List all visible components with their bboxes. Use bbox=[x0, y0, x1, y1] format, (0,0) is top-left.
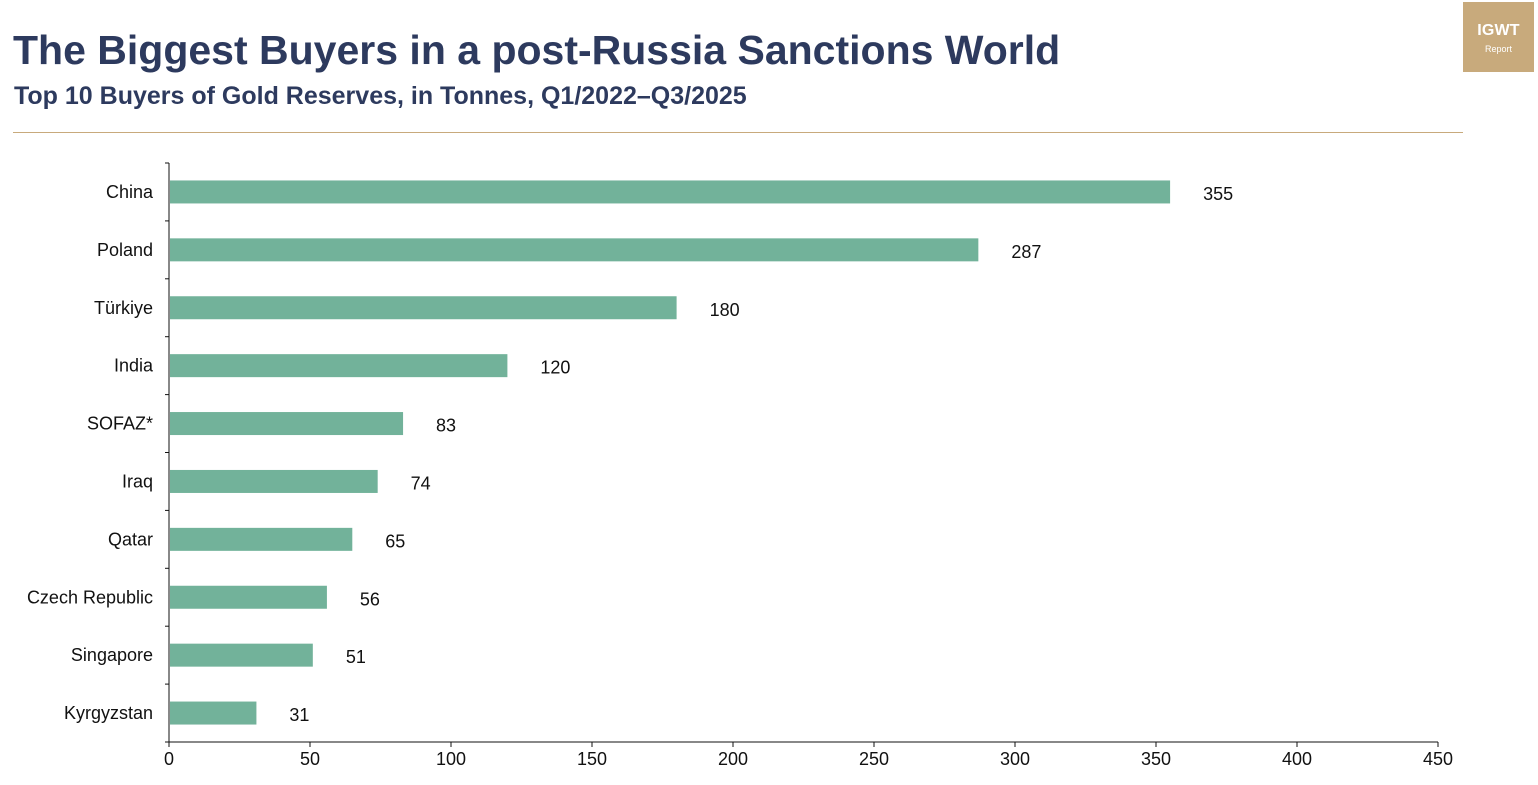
bar bbox=[170, 296, 677, 320]
header-divider bbox=[13, 132, 1463, 133]
bar bbox=[170, 412, 404, 436]
bar-value-label: 180 bbox=[710, 300, 740, 320]
bar-value-label: 83 bbox=[436, 416, 456, 436]
x-axis-tick-label: 0 bbox=[164, 749, 174, 769]
bar bbox=[170, 701, 257, 725]
y-axis-category-label: Iraq bbox=[122, 471, 153, 491]
logo-title: IGWT bbox=[1477, 22, 1520, 39]
bar-value-label: 31 bbox=[289, 705, 309, 725]
igwt-report-logo: IGWT Report bbox=[1463, 2, 1534, 72]
x-axis-tick-label: 50 bbox=[300, 749, 320, 769]
y-axis-category-label: Türkiye bbox=[94, 298, 153, 318]
y-axis-category-label: Czech Republic bbox=[27, 587, 153, 607]
bar-chart-container: 0 50 100 150 200 250 300 350 400 450 China 355 Polan… bbox=[0, 150, 1538, 780]
bar bbox=[170, 585, 327, 609]
bar-value-label: 51 bbox=[346, 647, 366, 667]
x-axis-tick-label: 250 bbox=[859, 749, 889, 769]
bar-value-label: 74 bbox=[411, 473, 431, 493]
bar bbox=[170, 469, 378, 493]
bar-value-label: 120 bbox=[540, 358, 570, 378]
x-axis-tick-label: 200 bbox=[718, 749, 748, 769]
logo-subtitle: Report bbox=[1484, 44, 1512, 54]
bar-value-label: 56 bbox=[360, 589, 380, 609]
bar bbox=[170, 180, 1171, 204]
y-axis-category-label: Poland bbox=[97, 240, 153, 260]
y-axis-category-label: SOFAZ* bbox=[87, 414, 153, 434]
page-subtitle: Top 10 Buyers of Gold Reserves, in Tonne… bbox=[14, 82, 747, 110]
y-axis-category-label: Kyrgyzstan bbox=[64, 703, 153, 723]
chart-header: The Biggest Buyers in a post-Russia Sanc… bbox=[0, 0, 1538, 140]
x-axis-tick-label: 300 bbox=[1000, 749, 1030, 769]
bar bbox=[170, 238, 979, 262]
bar bbox=[170, 354, 508, 378]
y-axis-category-label: Qatar bbox=[108, 529, 153, 549]
x-axis-tick-label: 450 bbox=[1423, 749, 1453, 769]
bar-chart: 0 50 100 150 200 250 300 350 400 450 China 355 Polan… bbox=[27, 162, 1453, 769]
bar-value-label: 65 bbox=[385, 531, 405, 551]
y-axis-category-label: China bbox=[106, 182, 154, 202]
x-axis-tick-label: 400 bbox=[1282, 749, 1312, 769]
bar-value-label: 287 bbox=[1011, 242, 1041, 262]
y-axis-category-label: Singapore bbox=[71, 645, 153, 665]
x-axis-tick-label: 100 bbox=[436, 749, 466, 769]
page-title: The Biggest Buyers in a post-Russia Sanc… bbox=[13, 27, 1061, 73]
y-axis-category-label: India bbox=[114, 356, 154, 376]
bar bbox=[170, 643, 313, 667]
bar bbox=[170, 527, 353, 551]
bar-value-label: 355 bbox=[1203, 184, 1233, 204]
x-axis-tick-label: 350 bbox=[1141, 749, 1171, 769]
x-axis-tick-label: 150 bbox=[577, 749, 607, 769]
